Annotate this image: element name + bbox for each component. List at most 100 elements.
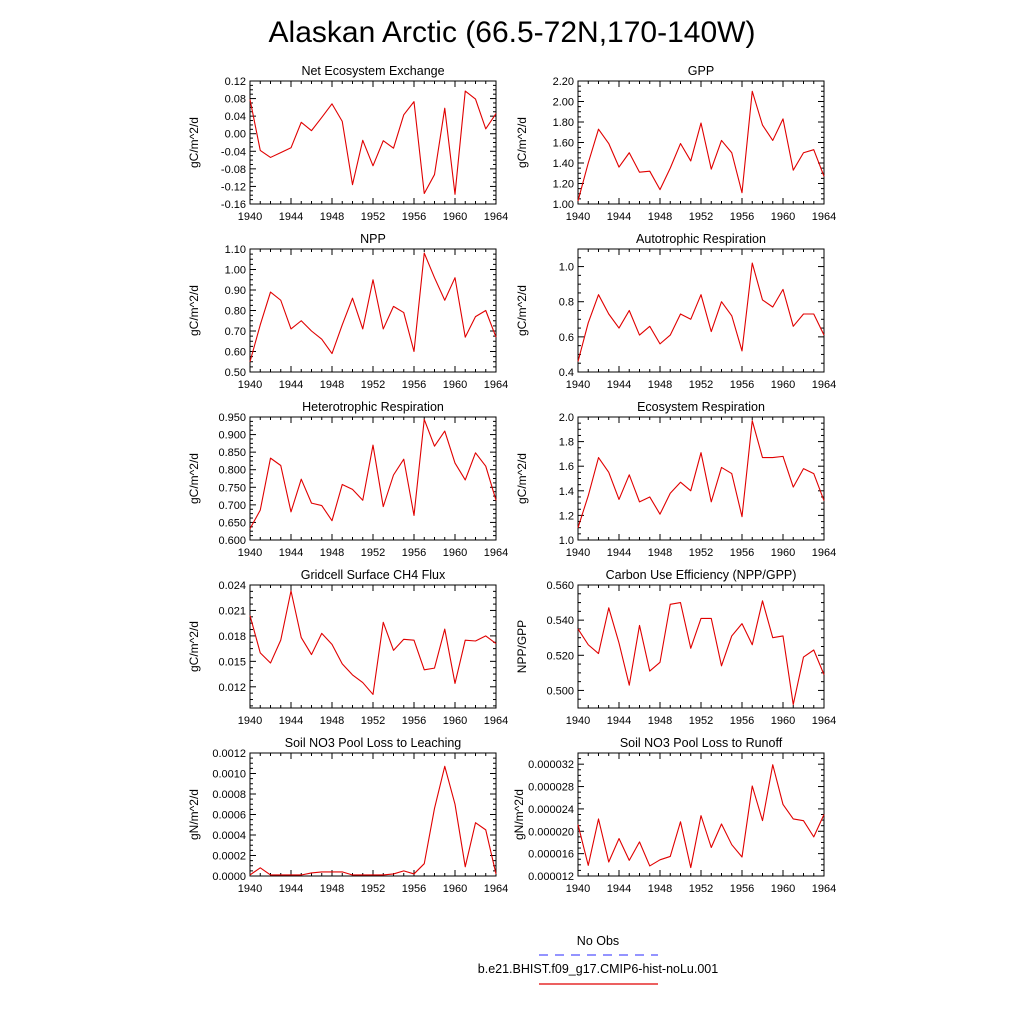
y-axis-label: gN/m^2/d — [512, 789, 526, 840]
x-tick-label: 1956 — [730, 883, 754, 895]
y-axis-label: gC/m^2/d — [187, 621, 201, 672]
x-tick-label: 1952 — [689, 883, 713, 895]
y-tick-label: -0.08 — [221, 164, 246, 176]
plot-frame — [577, 248, 825, 373]
x-tick-label: 1964 — [812, 379, 836, 391]
figure-title: Alaskan Arctic (66.5-72N,170-140W) — [269, 16, 756, 49]
panel-title: NPP — [360, 232, 386, 246]
panel-5: Ecosystem Respiration 1940 1944 1948 1952 195… — [515, 400, 836, 559]
panels: Net Ecosystem Exchange 1940 1944 1948 1952 19… — [187, 64, 836, 895]
y-tick-label: 0.0012 — [212, 748, 246, 760]
y-tick-label: 0.00 — [225, 129, 246, 141]
y-tick-label: 0.560 — [546, 580, 574, 592]
x-tick-label: 1956 — [730, 211, 754, 223]
y-axis-label: NPP/GPP — [515, 620, 529, 673]
y-tick-label: 0.80 — [225, 306, 246, 318]
y-tick-label: 2.0 — [559, 412, 574, 424]
x-tick-label: 1948 — [648, 715, 672, 727]
y-tick-label: 0.60 — [225, 347, 246, 359]
panel-1: GPP 1940 1944 1948 1952 1956 1960 1964 1.00 1.20 1… — [515, 64, 836, 223]
x-tick-label: 1960 — [771, 379, 795, 391]
plot-frame — [249, 416, 497, 541]
legend: No Obs b.e21.BHIST.f09_g17.CMIP6-hist-no… — [478, 934, 718, 985]
panel-title: Gridcell Surface CH4 Flux — [301, 568, 446, 582]
x-tick-label: 1952 — [361, 379, 385, 391]
panel-8: Soil NO3 Pool Loss to Leaching 1940 1944 19… — [187, 736, 508, 895]
y-tick-label: 0.4 — [559, 367, 574, 379]
y-tick-label: 1.2 — [559, 510, 574, 522]
x-tick-label: 1956 — [402, 211, 426, 223]
y-tick-label: 1.40 — [553, 158, 574, 170]
x-tick-label: 1964 — [484, 379, 508, 391]
series-line — [577, 600, 825, 706]
series-line — [249, 418, 497, 530]
plot-frame — [577, 416, 825, 541]
y-tick-label: -0.12 — [221, 181, 246, 193]
x-tick-label: 1948 — [320, 883, 344, 895]
x-tick-label: 1964 — [484, 547, 508, 559]
y-tick-label: 1.80 — [553, 117, 574, 129]
x-tick-label: 1948 — [648, 211, 672, 223]
plot-frame — [249, 584, 497, 709]
plot-frame — [249, 752, 497, 877]
panel-title: GPP — [688, 64, 714, 78]
panel-2: NPP 1940 1944 1948 1952 1956 1960 1964 0.50 0.60 0… — [187, 232, 508, 391]
y-tick-label: 1.0 — [559, 262, 574, 274]
x-tick-label: 1956 — [730, 715, 754, 727]
panel-title: Net Ecosystem Exchange — [301, 64, 444, 78]
y-tick-label: 0.540 — [546, 615, 574, 627]
y-tick-label: 0.90 — [225, 285, 246, 297]
y-axis-label: gN/m^2/d — [187, 789, 201, 840]
x-tick-label: 1956 — [402, 547, 426, 559]
panel-title: Heterotrophic Respiration — [302, 400, 444, 414]
y-tick-label: 0.024 — [218, 580, 246, 592]
x-tick-label: 1952 — [689, 211, 713, 223]
y-tick-label: 1.8 — [559, 437, 574, 449]
y-tick-label: 1.00 — [553, 199, 574, 211]
x-tick-label: 1960 — [771, 883, 795, 895]
y-tick-label: 0.015 — [218, 656, 246, 668]
plot-frame — [249, 248, 497, 373]
x-tick-label: 1944 — [279, 211, 303, 223]
y-tick-label: 0.0010 — [212, 769, 246, 781]
x-tick-label: 1944 — [279, 715, 303, 727]
x-tick-label: 1952 — [361, 715, 385, 727]
panel-4: Heterotrophic Respiration 1940 1944 1948 195… — [187, 400, 508, 559]
x-tick-label: 1960 — [443, 883, 467, 895]
y-tick-label: 0.04 — [225, 111, 246, 123]
y-tick-label: 0.900 — [218, 430, 246, 442]
series-line — [249, 252, 497, 362]
legend-model-label: b.e21.BHIST.f09_g17.CMIP6-hist-noLu.001 — [478, 962, 718, 976]
x-tick-label: 1960 — [771, 211, 795, 223]
x-tick-label: 1960 — [771, 715, 795, 727]
y-tick-label: 0.0004 — [212, 830, 246, 842]
x-tick-label: 1956 — [402, 379, 426, 391]
x-tick-label: 1948 — [320, 547, 344, 559]
x-tick-label: 1940 — [238, 211, 262, 223]
panel-title: Soil NO3 Pool Loss to Leaching — [285, 736, 462, 750]
series-line — [249, 765, 497, 876]
x-tick-label: 1944 — [607, 547, 631, 559]
panel-0: Net Ecosystem Exchange 1940 1944 1948 1952 19… — [187, 64, 508, 223]
y-tick-label: 0.000020 — [528, 826, 574, 838]
y-tick-label: 1.4 — [559, 486, 574, 498]
x-tick-label: 1960 — [771, 547, 795, 559]
y-tick-label: 1.60 — [553, 138, 574, 150]
y-tick-label: 0.012 — [218, 682, 246, 694]
y-tick-label: 0.018 — [218, 631, 246, 643]
y-axis-label: gC/m^2/d — [187, 285, 201, 336]
x-tick-label: 1960 — [443, 715, 467, 727]
x-tick-label: 1952 — [689, 547, 713, 559]
x-tick-label: 1964 — [484, 883, 508, 895]
y-tick-label: 0.000012 — [528, 871, 574, 883]
series-line — [249, 90, 497, 195]
x-tick-label: 1952 — [361, 547, 385, 559]
y-tick-label: -0.04 — [221, 146, 246, 158]
y-axis-label: gC/m^2/d — [187, 453, 201, 504]
x-tick-label: 1952 — [689, 715, 713, 727]
y-tick-label: 0.500 — [546, 685, 574, 697]
panel-3: Autotrophic Respiration 1940 1944 1948 1952 1… — [515, 232, 836, 391]
series-line — [249, 590, 497, 695]
plot-frame — [577, 584, 825, 709]
